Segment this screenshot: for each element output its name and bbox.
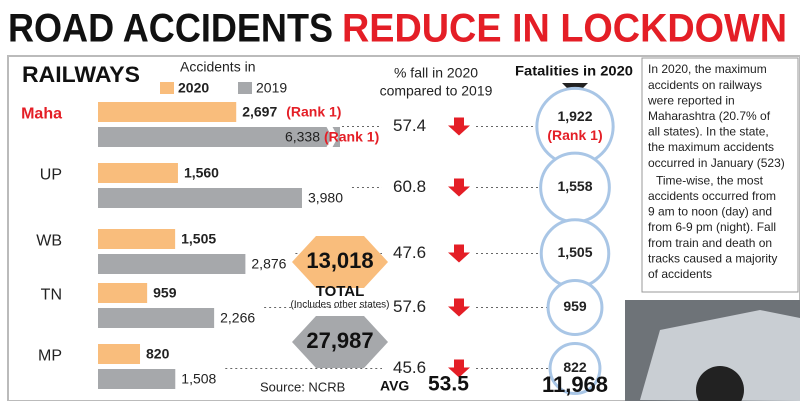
category-label: UP xyxy=(40,167,62,184)
value-label: 820 xyxy=(146,346,170,362)
fatality-circle xyxy=(548,342,602,395)
note-line: from train and death on xyxy=(648,236,772,250)
title-part1: ROAD ACCIDENTS xyxy=(8,7,333,51)
value-label: 3,980 xyxy=(308,190,343,206)
fall-arrow xyxy=(448,178,470,197)
note-line: accidents occurred from xyxy=(648,189,776,203)
note-line: the maximum accidents xyxy=(648,140,774,154)
fatalities-header: Fatalities in 2020 xyxy=(515,63,633,79)
fatality-label: 822 xyxy=(563,359,587,375)
total-badge xyxy=(292,236,388,288)
fall-value: 57.4 xyxy=(393,116,426,135)
avg-label: AVG xyxy=(380,378,409,394)
fatality-circle xyxy=(546,279,604,336)
photo-wheel xyxy=(696,366,744,401)
category-label: Maha xyxy=(21,106,62,123)
bar xyxy=(98,127,340,147)
note-line: In 2020, the maximum xyxy=(648,62,767,76)
legend-swatch xyxy=(160,82,174,94)
value-label: 6,338 xyxy=(285,129,320,145)
fatality-label: 1,922 xyxy=(557,108,592,124)
subtitle: RAILWAYS xyxy=(22,62,140,87)
category-label: TN xyxy=(41,287,62,304)
fall-header: compared to 2019 xyxy=(380,83,493,99)
legend-swatch xyxy=(238,82,252,94)
value-label: 1,505 xyxy=(181,231,216,247)
bar xyxy=(98,254,246,274)
rank-annotation: (Rank 1) xyxy=(547,127,602,143)
bar xyxy=(98,188,302,208)
bar xyxy=(98,229,176,249)
fall-value: 45.6 xyxy=(393,358,426,377)
note-line: accidents on railways xyxy=(648,78,762,92)
fall-value: 60.8 xyxy=(393,177,426,196)
value-label: 2,697 xyxy=(242,104,277,120)
fatality-label: 959 xyxy=(563,298,587,314)
fall-value: 47.6 xyxy=(393,243,426,262)
total-badge xyxy=(292,316,388,368)
bar xyxy=(98,344,141,364)
note-box xyxy=(641,57,799,293)
note-line: occurred in January (523) xyxy=(648,156,785,170)
rank-annotation: (Rank 1) xyxy=(324,129,379,145)
value-label: 2,266 xyxy=(220,310,255,326)
value-label: 2,876 xyxy=(251,256,286,272)
legend-label: 2020 xyxy=(178,80,209,96)
total-value: 27,987 xyxy=(306,328,373,353)
rank-annotation: (Rank 1) xyxy=(286,104,341,120)
fall-arrow xyxy=(448,244,470,263)
note-line: all states). In the state, xyxy=(648,125,769,139)
note-line: Maharashtra (20.7% of xyxy=(648,109,771,123)
note-line: tracks caused a majority xyxy=(648,251,777,265)
fall-value: 57.6 xyxy=(393,297,426,316)
fatality-label: 1,505 xyxy=(557,244,592,260)
note-line: 9 am to noon (day) and xyxy=(648,205,772,219)
total-value: 13,018 xyxy=(306,248,373,273)
legend-title: Accidents in xyxy=(180,59,255,75)
avg-value: 53.5 xyxy=(428,373,469,396)
note-line: Time-wise, the most xyxy=(656,173,764,187)
value-label: 959 xyxy=(153,285,177,301)
category-label: MP xyxy=(38,348,62,365)
bar xyxy=(98,369,176,389)
source: Source: NCRB xyxy=(260,379,345,394)
fall-header: % fall in 2020 xyxy=(394,65,478,81)
total-note: (Includes other states) xyxy=(291,300,390,311)
total-fatalities: 11,968 xyxy=(542,372,608,397)
value-label: 1,508 xyxy=(181,371,216,387)
photo-car xyxy=(640,310,800,401)
fatality-label: 1,558 xyxy=(557,178,592,194)
bar xyxy=(98,308,215,328)
title-part2: REDUCE IN LOCKDOWN xyxy=(342,7,787,51)
bar-break xyxy=(326,126,338,148)
bar xyxy=(98,102,237,122)
note-line: were reported in xyxy=(647,93,735,107)
fall-arrow xyxy=(448,298,470,317)
value-label: 1,560 xyxy=(184,165,219,181)
fall-arrow xyxy=(448,359,470,378)
legend-label: 2019 xyxy=(256,80,287,96)
total-label: TOTAL xyxy=(316,283,365,300)
fall-arrow xyxy=(448,117,470,136)
bar xyxy=(98,163,178,183)
bar xyxy=(98,283,148,303)
category-label: WB xyxy=(36,233,62,250)
note-line: from 6-9 pm (night). Fall xyxy=(648,220,776,234)
note-line: of accidents xyxy=(648,267,712,281)
